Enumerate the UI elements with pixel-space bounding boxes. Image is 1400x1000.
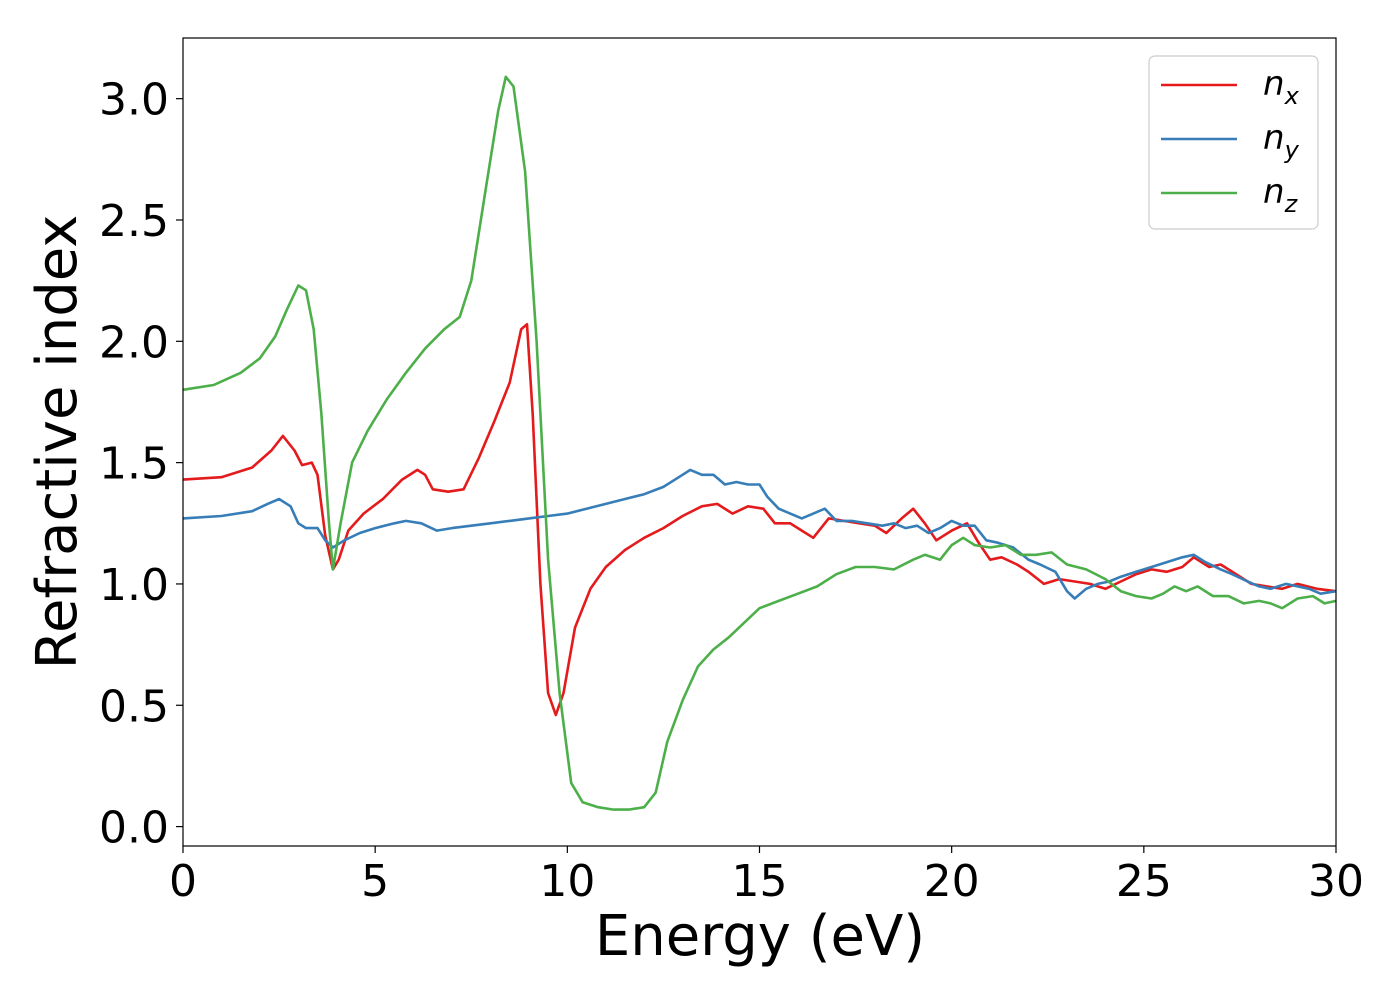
plot-area xyxy=(182,75,1337,811)
series-line-nz xyxy=(182,75,1337,811)
y-tick-label: 2.0 xyxy=(99,317,169,368)
x-tick-label: 0 xyxy=(169,856,197,907)
y-tick-label: 1.5 xyxy=(99,439,169,490)
x-axis-label: Energy (eV) xyxy=(595,904,925,969)
x-tick-label: 20 xyxy=(924,856,980,907)
y-axis-label: Refractive index xyxy=(25,215,90,670)
x-tick-label: 5 xyxy=(361,856,389,907)
x-tick-label: 10 xyxy=(539,856,595,907)
y-tick-label: 0.5 xyxy=(99,681,169,732)
x-axis-ticks: 0 5 10 15 20 25 30 xyxy=(169,846,1364,907)
legend-label-ny: ny xyxy=(1263,118,1300,164)
x-tick-label: 30 xyxy=(1308,856,1364,907)
y-tick-label: 3.0 xyxy=(99,75,169,126)
series-line-ny xyxy=(182,468,1337,600)
y-tick-label: 0.0 xyxy=(99,803,169,854)
series-line-nx xyxy=(182,323,1337,717)
legend-label-nz: nz xyxy=(1263,172,1299,218)
y-tick-label: 2.5 xyxy=(99,196,169,247)
legend-label-nx: nx xyxy=(1263,64,1300,110)
y-tick-label: 1.0 xyxy=(99,560,169,611)
y-axis-ticks: 0.0 0.5 1.0 1.5 2.0 2.5 3.0 xyxy=(99,75,183,854)
x-tick-label: 15 xyxy=(732,856,788,907)
x-tick-label: 25 xyxy=(1116,856,1172,907)
legend: nx ny nz xyxy=(1148,55,1319,230)
legend-box xyxy=(1148,55,1319,230)
